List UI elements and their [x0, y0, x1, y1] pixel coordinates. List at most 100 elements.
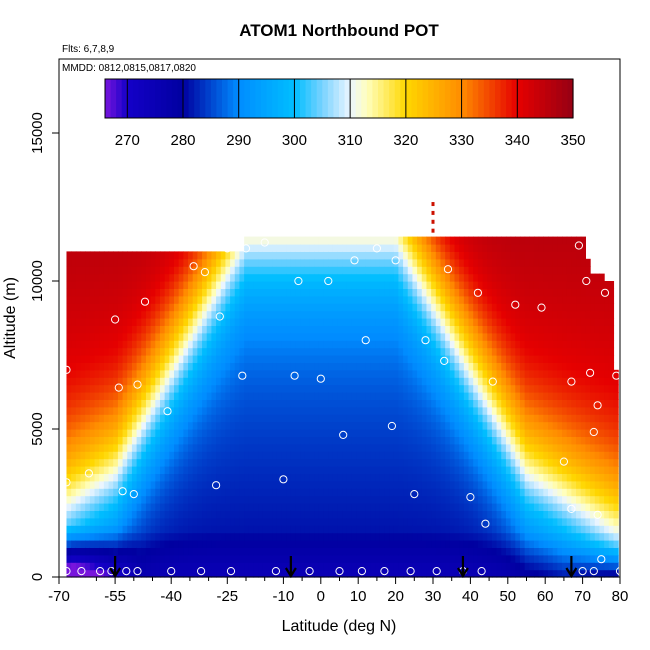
x-tick-label: 60: [537, 588, 554, 605]
x-axis: -70 -55 -40 -25 -10 0 10 20 30 40 50 60 70 80: [48, 577, 628, 605]
sample-point: [350, 256, 359, 265]
sample-point: [421, 336, 430, 345]
sample-point: [260, 238, 269, 247]
sample-point: [593, 401, 602, 410]
flight-arrow-marker: [456, 556, 469, 579]
heatmap: [66, 236, 619, 578]
sample-point: [380, 567, 389, 576]
sample-point: [586, 368, 595, 377]
colorbar-tick-label: 270: [115, 132, 140, 149]
sample-point: [114, 383, 123, 392]
x-tick-label: -25: [216, 588, 238, 605]
chart-title: ATOM1 Northbound POT: [239, 21, 439, 40]
sample-point: [440, 356, 449, 365]
x-axis-label: Latitude (deg N): [282, 618, 397, 635]
sample-point: [223, 244, 232, 253]
sample-point: [197, 567, 206, 576]
sample-point: [361, 336, 370, 345]
sample-point: [537, 303, 546, 312]
sample-point: [290, 371, 299, 380]
colorbar-tick-label: 340: [505, 132, 530, 149]
sample-point: [473, 288, 482, 297]
sample-point: [62, 478, 71, 487]
flights-label: Flts: 6,7,8,9: [62, 44, 115, 55]
sample-point: [163, 407, 172, 416]
sample-point: [432, 567, 441, 576]
top-marker: [431, 210, 435, 215]
x-tick-label: -40: [160, 588, 182, 605]
sample-point: [96, 567, 105, 576]
sample-point: [488, 377, 497, 386]
colorbar-tick-label: 290: [226, 132, 251, 149]
sample-point: [200, 268, 209, 277]
x-tick-label: 40: [462, 588, 479, 605]
sample-point: [406, 567, 415, 576]
sample-point: [574, 241, 584, 250]
sample-point: [133, 567, 142, 576]
colorbar-tick-label: 310: [338, 132, 363, 149]
y-axis: 0 5000 10000 15000: [29, 112, 59, 581]
y-axis-label: Altitude (m): [2, 277, 19, 359]
sample-point: [477, 567, 486, 576]
sample-point: [316, 374, 325, 383]
sample-point: [77, 567, 86, 576]
sample-point: [481, 519, 490, 528]
flight-markers: [109, 202, 578, 579]
colorbar-tick-label: 330: [449, 132, 474, 149]
x-tick-label: 70: [574, 588, 591, 605]
colorbar: 270 280 290 300 310 320 330 340 350: [104, 78, 586, 149]
x-tick-label: 50: [499, 588, 516, 605]
x-tick-label: 0: [317, 588, 325, 605]
sample-point: [559, 457, 569, 466]
sample-point: [567, 504, 576, 513]
sample-point: [118, 487, 127, 496]
sample-point: [372, 244, 381, 253]
colorbar-tick-label: 350: [560, 132, 585, 149]
sample-point: [339, 430, 348, 439]
top-marker: [431, 202, 435, 207]
x-tick-label: -70: [48, 588, 70, 605]
sample-point: [212, 481, 221, 490]
sample-points: [62, 238, 625, 576]
y-tick-label: 15000: [29, 112, 46, 154]
colorbar-tick-label: 300: [282, 132, 307, 149]
sample-point: [578, 567, 587, 576]
x-tick-label: 20: [387, 588, 404, 605]
sample-point: [589, 427, 598, 437]
sample-point: [410, 490, 419, 499]
sample-point: [241, 244, 251, 253]
y-tick-label: 5000: [29, 412, 46, 445]
sample-point: [62, 567, 71, 576]
sample-point: [84, 469, 94, 478]
sample-point: [111, 315, 120, 324]
x-tick-label: 10: [350, 588, 367, 605]
sample-point: [335, 567, 344, 576]
sample-point: [129, 490, 138, 499]
top-marker: [431, 228, 435, 233]
sample-point: [387, 421, 396, 431]
sample-point: [215, 312, 224, 321]
sample-point: [122, 567, 131, 576]
colorbar-tick-label: 280: [170, 132, 195, 149]
y-tick-label: 10000: [29, 260, 46, 302]
sample-point: [140, 297, 150, 306]
sample-point: [189, 262, 198, 271]
sample-point: [582, 276, 591, 286]
sample-point: [443, 265, 453, 274]
sample-point: [271, 567, 280, 576]
colorbar-tick-label: 320: [393, 132, 418, 149]
sample-point: [279, 475, 288, 484]
sample-point: [167, 567, 176, 576]
sample-point: [593, 510, 602, 519]
sample-point: [466, 493, 475, 502]
sample-point: [357, 567, 366, 576]
sample-point: [133, 380, 142, 389]
sample-point: [391, 256, 400, 265]
sample-point: [305, 567, 314, 576]
x-tick-label: 80: [612, 588, 629, 605]
x-tick-label: -55: [104, 588, 126, 605]
sample-point: [324, 276, 333, 286]
flight-arrow-marker: [284, 556, 297, 579]
y-tick-label: 0: [29, 573, 46, 581]
